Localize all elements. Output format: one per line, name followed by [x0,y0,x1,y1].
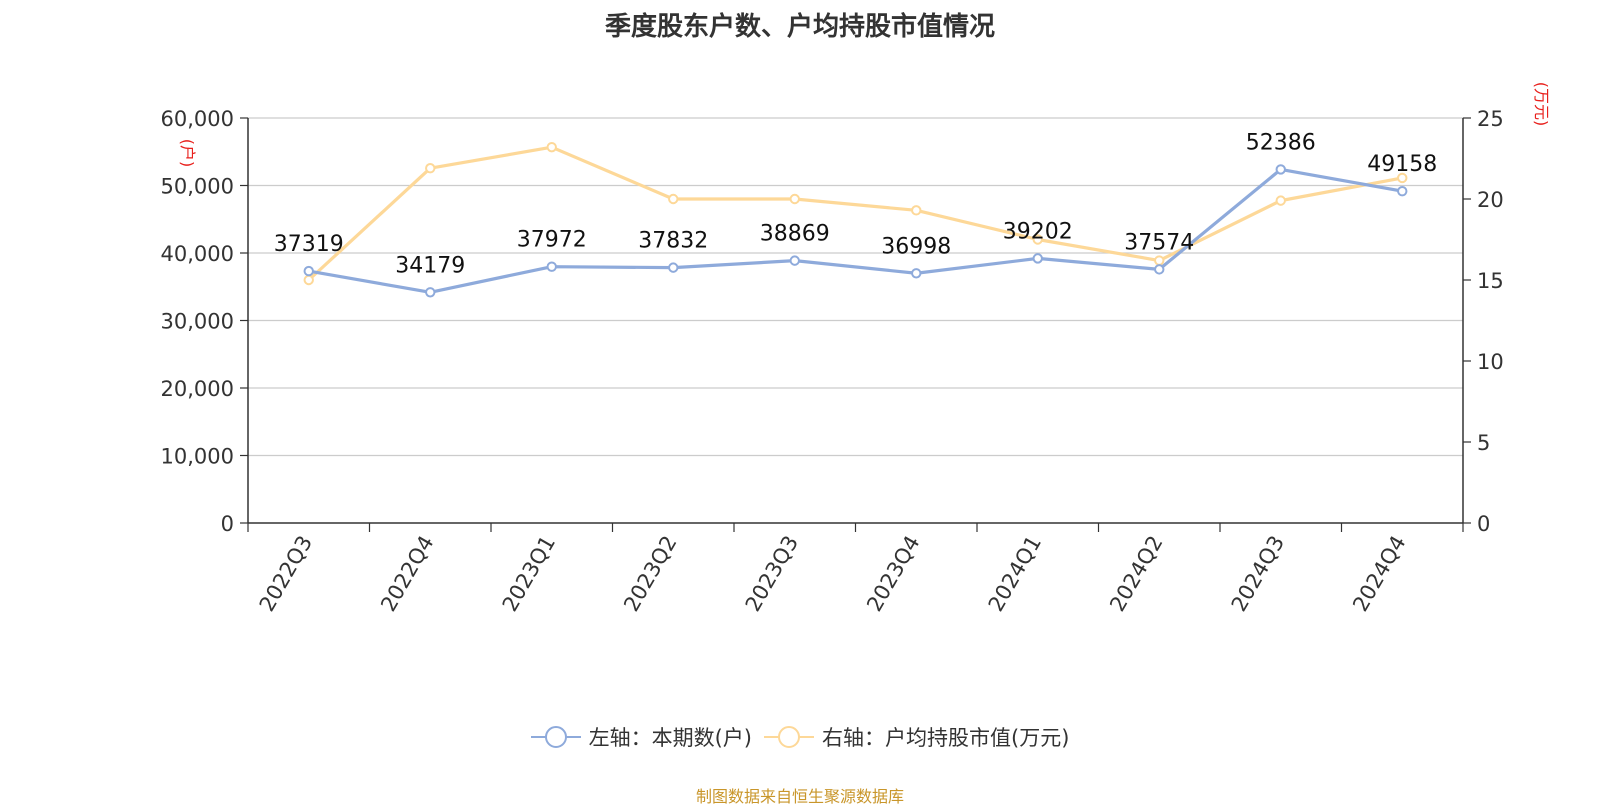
left-tick-label: 50,000 [161,175,234,199]
x-tick-label: 2024Q4 [1348,532,1410,616]
data-label: 38869 [760,222,830,247]
series-line-1 [307,145,1403,282]
x-tick-label: 2024Q3 [1227,532,1289,616]
legend-item-households[interactable]: 左轴：本期数(户) [530,722,752,752]
source-note: 制图数据来自恒生聚源数据库 [695,787,904,806]
data-label: 37319 [274,232,344,257]
x-tick-label: 2023Q2 [619,532,681,616]
legend-swatch-households-icon [530,726,581,748]
right-tick-label: 20 [1477,188,1504,212]
left-tick-label: 0 [221,512,234,536]
left-tick-label: 10,000 [161,445,234,469]
data-point-0 [1154,264,1165,275]
right-tick-label: 15 [1477,269,1504,293]
data-label: 52386 [1246,130,1316,155]
data-label: 37972 [517,228,587,253]
legend-item-avg-value[interactable]: 右轴：户均持股市值(万元) [764,722,1069,752]
right-tick-label: 25 [1477,107,1504,131]
data-point-0 [789,255,800,266]
legend-label-avg-value: 右轴：户均持股市值(万元) [822,726,1070,750]
data-label: 37832 [638,229,708,254]
legend-swatch-avg-value-icon [764,726,814,748]
data-point-0 [303,265,314,277]
data-point-0 [1275,164,1286,175]
x-tick-label: 2022Q3 [255,532,317,616]
x-tick-label: 2024Q2 [1105,532,1167,616]
data-point-0 [1032,253,1043,264]
axes: 0 10,000 20,000 30,000 40,000 50,000 60,000 0 5 1… [161,82,1551,616]
data-point-1 [1397,172,1408,184]
data-point-1 [546,141,557,153]
right-tick-label: 10 [1477,350,1504,374]
left-tick-label: 60,000 [161,107,234,131]
right-tick-label: 0 [1477,512,1490,536]
data-point-1 [303,274,314,286]
legend-label-households: 左轴：本期数(户) [588,726,752,750]
data-label: 34179 [395,253,465,278]
data-point-0 [425,287,436,298]
left-tick-label: 20,000 [161,377,234,401]
data-point-0 [911,268,922,279]
data-label: 39202 [1003,219,1073,244]
data-point-0 [1397,185,1408,197]
data-label: 37574 [1124,230,1194,255]
x-tick-label: 2023Q3 [741,532,803,616]
data-label: 49158 [1367,152,1437,177]
x-tick-label: 2023Q1 [498,532,560,616]
data-point-1 [425,163,436,174]
x-tick-label: 2023Q4 [862,532,924,616]
left-axis-unit: (户) [178,139,197,168]
data-point-1 [911,205,922,216]
series-line-0 [308,167,1403,294]
x-tick-label: 2022Q4 [376,532,438,616]
data-point-1 [1154,255,1165,266]
x-tick-label: 2024Q1 [984,532,1046,616]
data-point-0 [668,262,679,273]
left-tick-label: 30,000 [161,310,234,334]
data-point-1 [668,193,679,205]
data-point-1 [789,193,800,205]
data-label: 36998 [881,234,951,259]
series-lines [303,141,1408,298]
data-point-0 [546,261,557,272]
right-tick-label: 5 [1477,431,1490,455]
data-point-1 [1032,234,1043,245]
legend: 左轴：本期数(户) 右轴：户均持股市值(万元) [0,722,1600,752]
left-tick-label: 40,000 [161,242,234,266]
right-axis-unit: (万元) [1532,82,1551,127]
chart-title: 季度股东户数、户均持股市值情况 [604,12,995,42]
data-point-1 [1275,195,1286,206]
grid-lines [248,117,1463,457]
data-labels: 37319 34179 37972 37832 38869 36998 39202 37574… [274,130,1438,278]
